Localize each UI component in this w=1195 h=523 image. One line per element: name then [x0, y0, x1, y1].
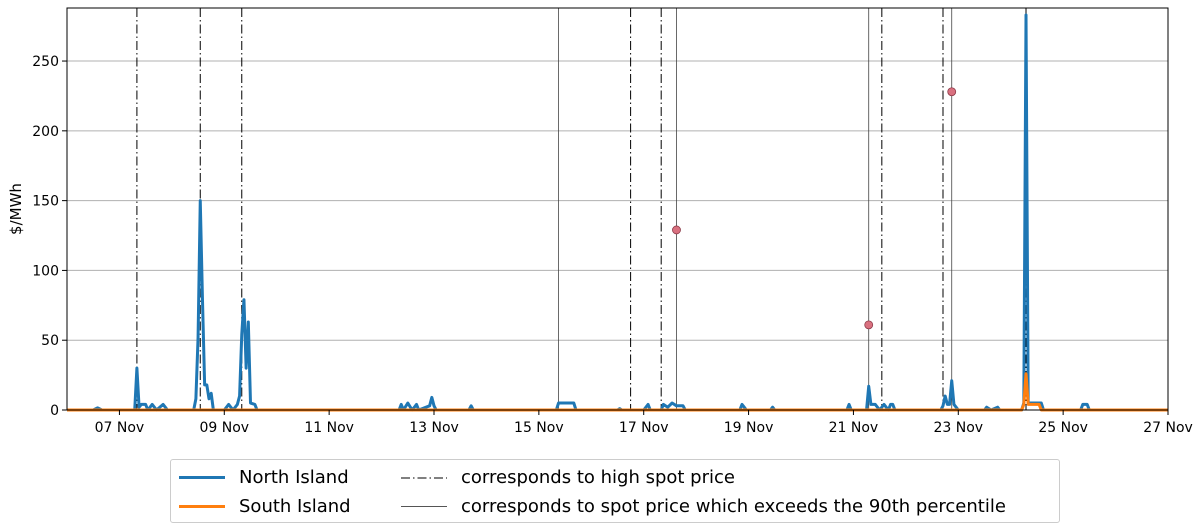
- x-tick-label: 25 Nov: [1038, 420, 1088, 436]
- legend-item-percentile: corresponds to spot price which exceeds …: [401, 496, 1006, 517]
- x-tick-label: 21 Nov: [829, 420, 879, 436]
- y-tick-label: 100: [32, 263, 59, 279]
- north-island-swatch: [179, 476, 225, 479]
- x-tick-label: 11 Nov: [304, 420, 354, 436]
- annotation-lines: [136, 8, 1027, 410]
- series-line-north-island: [67, 13, 1168, 412]
- plot-frame: [66, 7, 1169, 411]
- percentile-marker: [672, 225, 681, 235]
- y-axis-label: $/MWh: [7, 183, 25, 235]
- x-tick-label: 19 Nov: [724, 420, 774, 436]
- percentile-markers: [672, 87, 957, 330]
- price-chart: 0 50 100 150 200 250 07 Nov 09 Nov 11 Nov 13 Nov 1…: [7, 7, 1193, 436]
- legend-item-south-island: South Island: [179, 496, 351, 517]
- legend-item-north-island: North Island: [179, 467, 349, 488]
- series-lines: [67, 13, 1168, 412]
- percentile-marker: [864, 320, 874, 330]
- y-tick-label: 200: [32, 124, 59, 140]
- axes: 0 50 100 150 200 250 07 Nov 09 Nov 11 Nov 13 Nov 1…: [32, 7, 1193, 436]
- x-tick-label: 13 Nov: [409, 420, 459, 436]
- y-tick-label: 50: [41, 333, 59, 349]
- legend-label-high-spot-price: corresponds to high spot price: [461, 467, 735, 488]
- x-tick-label: 27 Nov: [1143, 420, 1193, 436]
- legend: North Island South Island corresponds to…: [170, 459, 1060, 523]
- legend-item-high-spot-price: corresponds to high spot price: [401, 467, 735, 488]
- y-tick-label: 0: [50, 403, 59, 419]
- legend-label-north-island: North Island: [239, 467, 349, 488]
- y-tick-label: 250: [32, 54, 59, 70]
- dashdot-line-icon: [401, 477, 447, 478]
- legend-label-percentile: corresponds to spot price which exceeds …: [461, 496, 1006, 517]
- x-tick-label: 17 Nov: [619, 420, 669, 436]
- y-tick-label: 150: [32, 194, 59, 210]
- x-tick-label: 09 Nov: [199, 420, 249, 436]
- x-tick-label: 15 Nov: [514, 420, 564, 436]
- x-tick-label: 07 Nov: [95, 420, 145, 436]
- percentile-marker: [947, 87, 957, 97]
- legend-label-south-island: South Island: [239, 496, 351, 517]
- solid-line-icon: [401, 506, 447, 507]
- south-island-swatch: [179, 505, 225, 508]
- grid-lines: [67, 60, 1168, 341]
- x-tick-label: 23 Nov: [933, 420, 983, 436]
- series-line-south-island: [67, 372, 1168, 412]
